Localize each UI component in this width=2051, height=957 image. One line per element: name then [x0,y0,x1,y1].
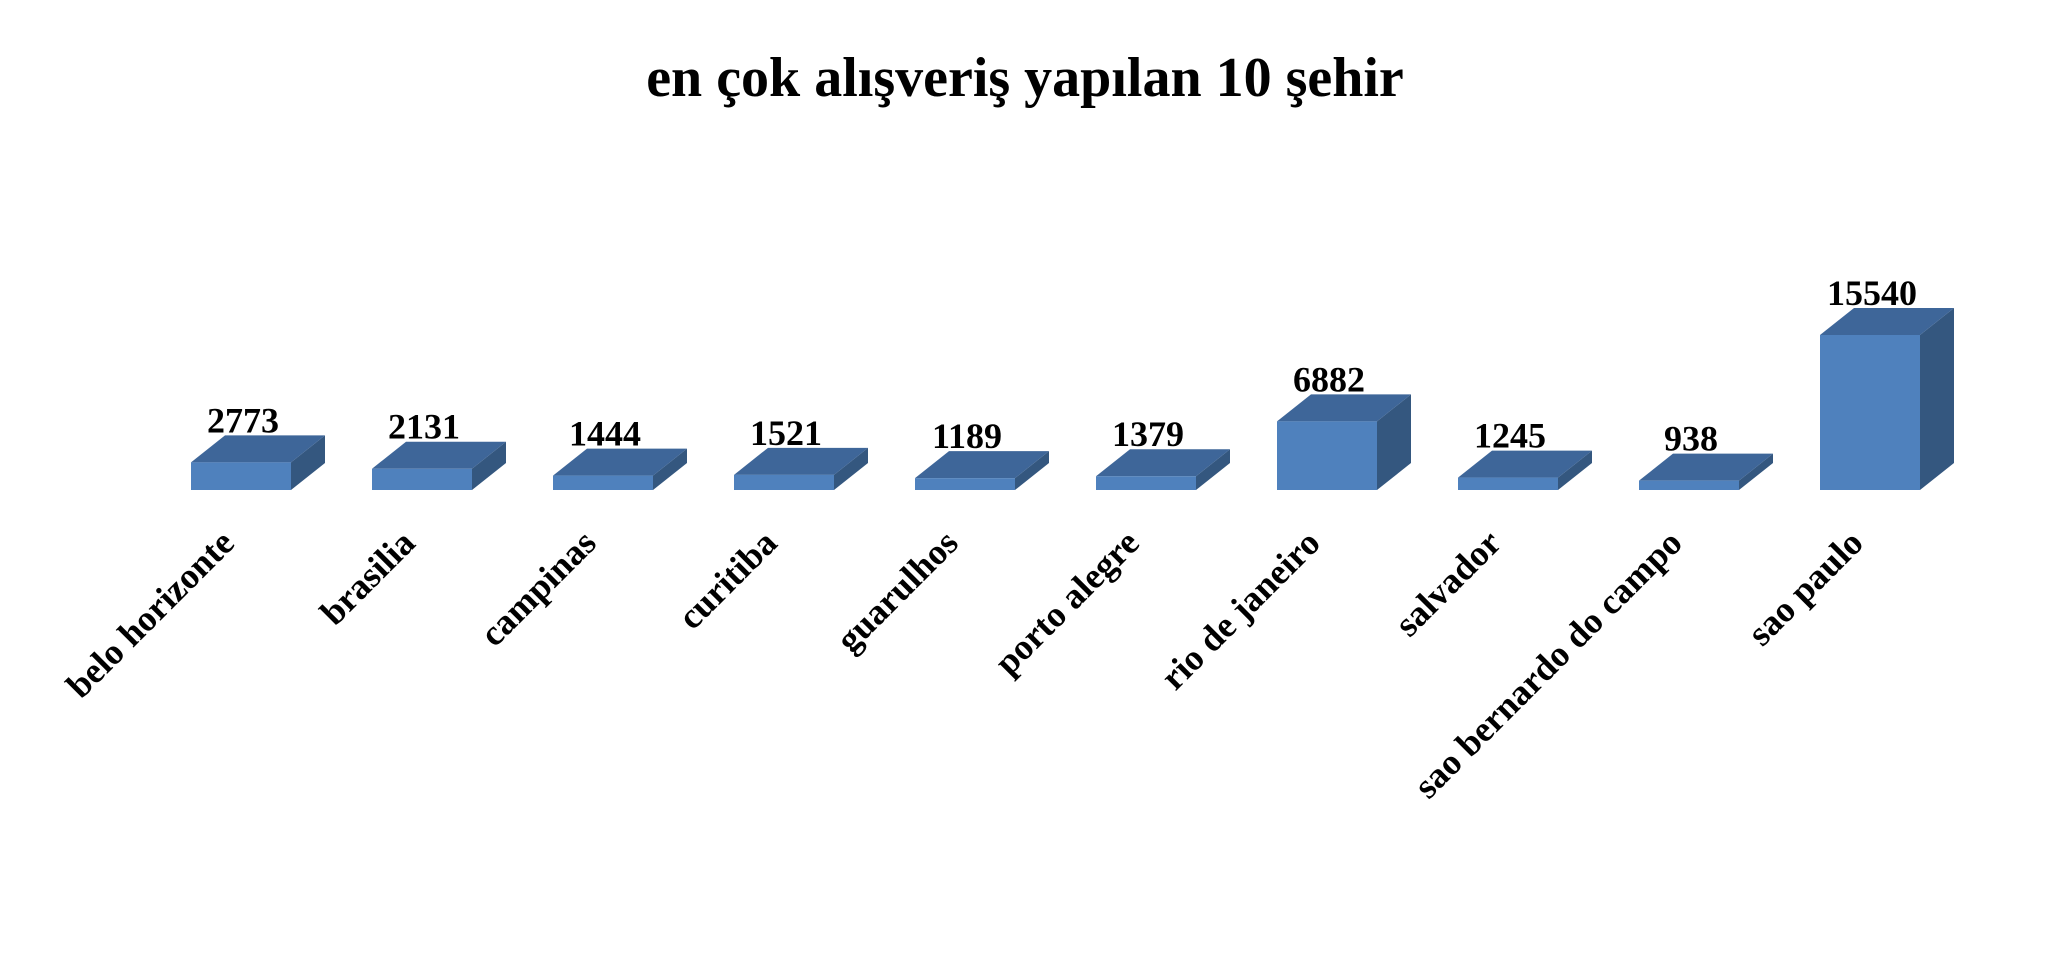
bar-front [1277,421,1377,490]
value-labels-layer: 2773 2131 1444 1521 1189 1379 6882 1245 938 15540 [207,273,1917,459]
bar-top [191,435,325,463]
data-label: 6882 [1293,359,1365,399]
bar-top [1820,308,1954,335]
bar-top [915,451,1049,479]
category-label: rio de janeiro [1153,522,1328,697]
bar [1458,450,1592,490]
bar-side [472,441,506,490]
bar [1639,453,1773,490]
bar [1820,308,1954,490]
bar-front [1458,477,1558,490]
bar-side [653,448,687,490]
bar-side [291,435,325,490]
bar [915,451,1049,490]
data-label: 1444 [569,414,641,454]
bar-side [1015,451,1049,490]
data-label: 1379 [1112,414,1184,454]
data-label: 2131 [388,407,460,447]
category-label: brasilia [312,522,422,632]
bar-top [1458,450,1592,478]
data-label: 15540 [1827,273,1917,313]
bar [553,448,687,490]
bar-side [1377,394,1411,490]
chart-title: en çok alışveriş yapılan 10 şehir [646,47,1404,109]
bar-front [191,462,291,490]
bar-side [1739,453,1773,490]
bar [372,441,506,490]
bar-side [1196,449,1230,490]
data-label: 938 [1664,419,1718,459]
category-label: porto alegre [987,522,1147,682]
bar [734,447,868,490]
bar [191,435,325,490]
data-label: 1521 [750,413,822,453]
data-label: 1245 [1474,416,1546,456]
bar-front [1820,335,1920,490]
category-label: belo horizonte [59,522,242,705]
category-label: curitiba [670,522,785,637]
bar-top [372,441,506,469]
bar-front [1096,476,1196,490]
bar-front [915,478,1015,490]
bar-front [1639,480,1739,490]
bar-top [553,448,687,476]
bar-top [1277,394,1411,422]
category-label: campinas [472,522,604,654]
data-label: 2773 [207,400,279,440]
bar-front [553,475,653,490]
bar-side [1558,450,1592,490]
bars-layer [191,308,1954,490]
category-label: sao paulo [1740,522,1871,653]
bar-top [1639,453,1773,481]
bar [1277,394,1411,490]
bar-front [372,468,472,490]
bar [1096,449,1230,490]
bar-front [734,474,834,490]
bar-top [1096,449,1230,477]
category-label: salvador [1387,522,1509,644]
bar-side [1920,308,1954,490]
category-labels-layer: belo horizonte brasilia campinas curitiba gu… [59,522,1871,806]
category-label: guarulhos [828,522,965,659]
data-label: 1189 [932,416,1002,456]
bar-side [834,447,868,490]
bar-top [734,447,868,475]
